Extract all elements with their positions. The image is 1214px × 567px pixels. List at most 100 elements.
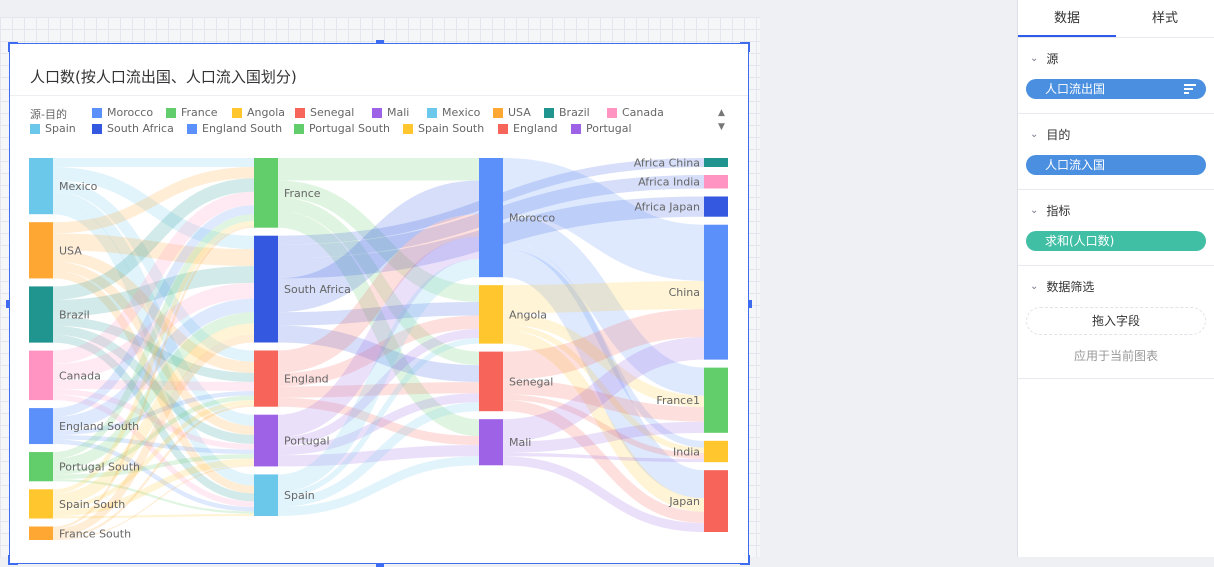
tab-data[interactable]: 数据 [1018,0,1116,37]
sankey-link[interactable] [502,313,705,407]
legend-item[interactable]: Portugal South [294,122,390,135]
resize-handle-right[interactable] [748,300,752,308]
sankey-node[interactable] [704,470,728,532]
sankey-link[interactable] [277,259,480,493]
sankey-link[interactable] [52,191,255,365]
sankey-node[interactable] [704,158,728,167]
sankey-link[interactable] [52,202,255,486]
sankey-link[interactable] [52,225,255,529]
sankey-link[interactable] [52,458,255,517]
legend-item[interactable]: France [166,106,218,119]
sankey-link[interactable] [277,393,480,456]
sankey-link[interactable] [502,399,705,524]
sankey-link[interactable] [52,479,255,514]
field-pill[interactable]: 人口流出国 [1026,79,1206,99]
sankey-link[interactable] [52,435,255,455]
sankey-node[interactable] [254,235,278,343]
sankey-node[interactable] [29,489,53,519]
legend-item[interactable]: England South [187,122,282,135]
sankey-link[interactable] [502,379,705,422]
sankey-link[interactable] [502,394,705,459]
sankey-node[interactable] [479,351,503,412]
sankey-link[interactable] [52,388,255,450]
sankey-link[interactable] [52,270,255,494]
sankey-link[interactable] [52,180,255,362]
sankey-node[interactable] [704,174,728,189]
sankey-link[interactable] [277,337,480,499]
sankey-link[interactable] [52,334,255,537]
sankey-link[interactable] [502,157,705,281]
sankey-link[interactable] [52,395,255,475]
sankey-link[interactable] [52,334,255,502]
sankey-link[interactable] [52,325,255,444]
legend-item[interactable]: Spain South [403,122,484,135]
tab-style[interactable]: 样式 [1151,11,1178,26]
sankey-link[interactable] [52,220,255,494]
sankey-node[interactable] [29,286,53,343]
sankey-link[interactable] [52,513,255,519]
legend-up-arrow-icon[interactable]: ▲ [718,108,725,118]
sankey-link[interactable] [52,261,255,435]
sankey-node[interactable] [704,367,728,433]
resize-corner[interactable] [740,42,750,52]
sankey-link[interactable] [277,180,480,303]
sankey-link[interactable] [52,404,255,539]
sankey-link[interactable] [52,178,255,300]
sankey-link[interactable] [52,214,255,459]
sankey-link[interactable] [52,454,255,480]
chart-card[interactable]: 人口数(按人口流出国、人口流入国划分) 源-目的 ▲ ▼ Morocco Fran… [6,40,752,567]
sankey-node[interactable] [254,350,278,407]
sankey-link[interactable] [52,166,255,250]
legend-item[interactable]: England [498,122,558,135]
sankey-link[interactable] [52,316,255,382]
field-pill[interactable]: 求和(人口数) [1026,231,1206,251]
sankey-link[interactable] [277,445,480,467]
sankey-link[interactable] [502,337,705,442]
sankey-node[interactable] [29,526,53,540]
sankey-link[interactable] [277,210,480,437]
sankey-link[interactable] [52,250,255,373]
sankey-link[interactable] [502,280,705,314]
sankey-link[interactable] [52,394,255,508]
legend-down-arrow-icon[interactable]: ▼ [718,122,725,132]
sankey-link[interactable] [277,402,480,508]
sankey-link[interactable] [501,249,706,499]
sankey-link[interactable] [277,315,480,387]
resize-handle-top[interactable] [376,40,384,44]
legend-item[interactable]: Brazil [544,106,590,119]
resize-corner[interactable] [8,42,18,52]
sankey-node[interactable] [29,408,53,445]
sankey-node[interactable] [29,452,53,482]
sort-icon[interactable] [1184,84,1196,94]
drop-field-zone[interactable]: 拖入字段 [1026,307,1206,335]
sankey-link[interactable] [502,324,705,454]
chevron-down-icon[interactable]: ⌄ [1030,281,1039,292]
sankey-link[interactable] [52,266,255,317]
sankey-node[interactable] [254,158,278,228]
legend-item[interactable]: Morocco [92,106,153,119]
sankey-link[interactable] [52,191,255,426]
sankey-node[interactable] [29,350,53,401]
sankey-link[interactable] [277,180,480,313]
sankey-link[interactable] [52,312,255,471]
sankey-link[interactable] [277,197,480,366]
sankey-link[interactable] [52,323,255,506]
sankey-link[interactable] [277,381,480,398]
sankey-node[interactable] [479,158,503,278]
sankey-link[interactable] [52,390,255,436]
legend-item[interactable]: South Africa [92,122,174,135]
sankey-node[interactable] [479,419,503,466]
sankey-node[interactable] [704,224,728,360]
sankey-link[interactable] [52,166,255,234]
sankey-link[interactable] [52,465,255,541]
legend-item[interactable]: Portugal [571,122,632,135]
sankey-node[interactable] [704,440,728,463]
sankey-link[interactable] [277,456,480,516]
sankey-node[interactable] [29,158,53,215]
sankey-link[interactable] [502,452,705,463]
sankey-link[interactable] [277,325,480,382]
chevron-down-icon[interactable]: ⌄ [1030,53,1039,64]
legend-item[interactable]: Mali [372,106,409,119]
field-pill[interactable]: 人口流入国 [1026,155,1206,175]
sankey-link[interactable] [502,421,705,453]
